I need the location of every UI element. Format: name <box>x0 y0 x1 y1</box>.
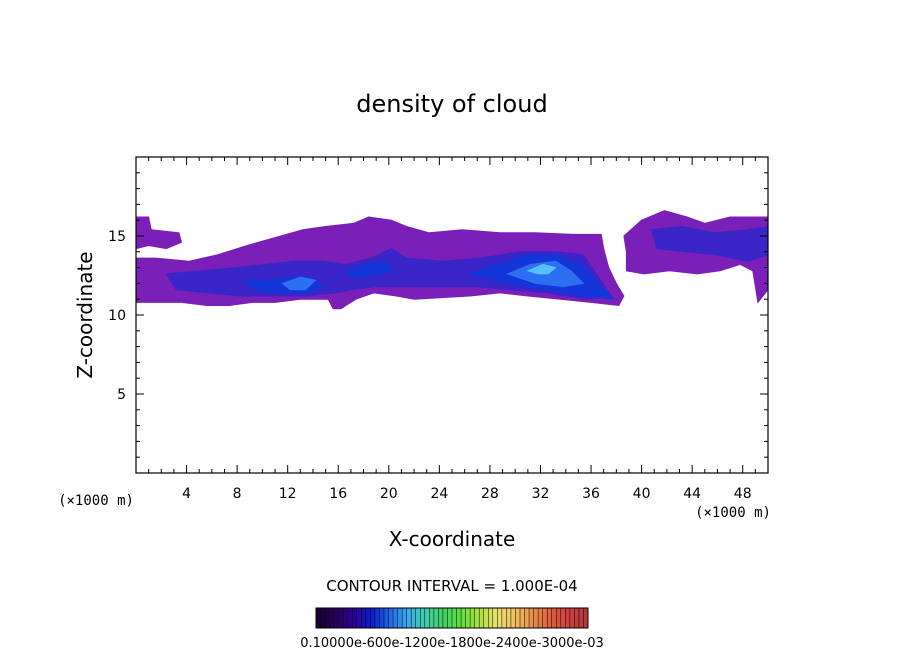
colorbar-cell <box>442 608 448 628</box>
x-tick-label: 4 <box>182 486 191 502</box>
colorbar-cell <box>547 608 553 628</box>
colorbar-cell <box>542 608 548 628</box>
colorbar-cell <box>501 608 507 628</box>
x-unit-right: (×1000 m) <box>695 505 771 521</box>
colorbar-cell <box>438 608 444 628</box>
colorbar-cell <box>393 608 398 628</box>
colorbar-cell <box>402 608 407 628</box>
colorbar-cell <box>343 608 349 628</box>
colorbar <box>315 607 589 629</box>
colorbar-cell <box>461 608 466 628</box>
colorbar-cell <box>447 608 453 628</box>
y-tick-label: 15 <box>108 229 126 245</box>
y-axis-label: Z-coordinate <box>73 251 97 378</box>
colorbar-cell <box>574 608 580 628</box>
chart-title: density of cloud <box>356 90 547 118</box>
colorbar-cell <box>388 608 394 628</box>
x-tick-label: 24 <box>430 486 448 502</box>
colorbar-cell <box>456 608 462 628</box>
x-tick-label: 28 <box>481 486 499 502</box>
colorbar-cell <box>465 608 471 628</box>
colorbar-cell <box>374 608 380 628</box>
colorbar-cell <box>470 608 475 628</box>
colorbar-cell <box>365 608 371 628</box>
colorbar-cell <box>488 608 494 628</box>
colorbar-cell <box>320 608 326 628</box>
colorbar-cell <box>384 608 389 628</box>
x-tick-label: 16 <box>329 486 347 502</box>
x-tick-label: 12 <box>279 486 297 502</box>
colorbar-cell <box>565 608 571 628</box>
colorbar-cell <box>538 608 543 628</box>
colorbar-cell <box>515 608 521 628</box>
colorbar-cell <box>483 608 489 628</box>
colorbar-labels: 0.10000e-600e-1200e-1800e-2400e-3000e-03 <box>300 636 604 651</box>
colorbar-cell <box>424 608 430 628</box>
colorbar-cell <box>338 608 344 628</box>
y-tick-label: 5 <box>117 387 126 403</box>
colorbar-cell <box>420 608 426 628</box>
colorbar-cell <box>361 608 367 628</box>
colorbar-cell <box>560 608 566 628</box>
colorbar-cell <box>524 608 530 628</box>
colorbar-cell <box>506 608 512 628</box>
x-axis-label: X-coordinate <box>389 527 516 551</box>
colorbar-cell <box>510 608 516 628</box>
x-tick-label: 36 <box>582 486 600 502</box>
x-tick-label: 40 <box>633 486 651 502</box>
colorbar-cell <box>569 608 575 628</box>
colorbar-cell <box>578 608 584 628</box>
colorbar-cell <box>379 608 385 628</box>
colorbar-cell <box>433 608 439 628</box>
colorbar-cell <box>492 608 498 628</box>
colorbar-cell <box>316 608 321 628</box>
colorbar-cell <box>334 608 339 628</box>
colorbar-cell <box>474 608 480 628</box>
colorbar-cell <box>325 608 330 628</box>
colorbar-cell <box>533 608 539 628</box>
colorbar-cell <box>356 608 362 628</box>
x-tick-label: 8 <box>233 486 242 502</box>
contour-region-low <box>135 216 183 250</box>
plot-frame <box>135 156 769 474</box>
colorbar-cell <box>529 608 534 628</box>
colorbar-cell <box>352 608 358 628</box>
colorbar-cell <box>479 608 485 628</box>
contour-region-max <box>526 263 557 275</box>
contour-fills <box>135 210 769 310</box>
y-tick-label: 10 <box>108 308 126 324</box>
colorbar-cell <box>583 608 589 628</box>
contour-region-high <box>344 260 393 278</box>
contour-region-peak <box>281 276 317 291</box>
x-tick-label: 32 <box>532 486 550 502</box>
colorbar-cell <box>556 608 562 628</box>
colorbar-frame <box>315 607 589 629</box>
x-tick-label: 48 <box>734 486 752 502</box>
x-unit-left: (×1000 m) <box>58 493 134 509</box>
colorbar-cell <box>347 608 353 628</box>
colorbar-cell <box>551 608 557 628</box>
colorbar-cell <box>406 608 412 628</box>
colorbar-cell <box>520 608 525 628</box>
x-tick-label: 44 <box>683 486 701 502</box>
colorbar-cell <box>397 608 403 628</box>
colorbar-cell <box>329 608 335 628</box>
colorbar-cell <box>452 608 457 628</box>
contour-interval-label: CONTOUR INTERVAL = 1.000E-04 <box>326 577 577 595</box>
colorbar-cell <box>429 608 435 628</box>
colorbar-cell <box>497 608 503 628</box>
x-tick-label: 20 <box>380 486 398 502</box>
colorbar-cell <box>370 608 376 628</box>
colorbar-cell <box>411 608 417 628</box>
colorbar-cell <box>415 608 421 628</box>
